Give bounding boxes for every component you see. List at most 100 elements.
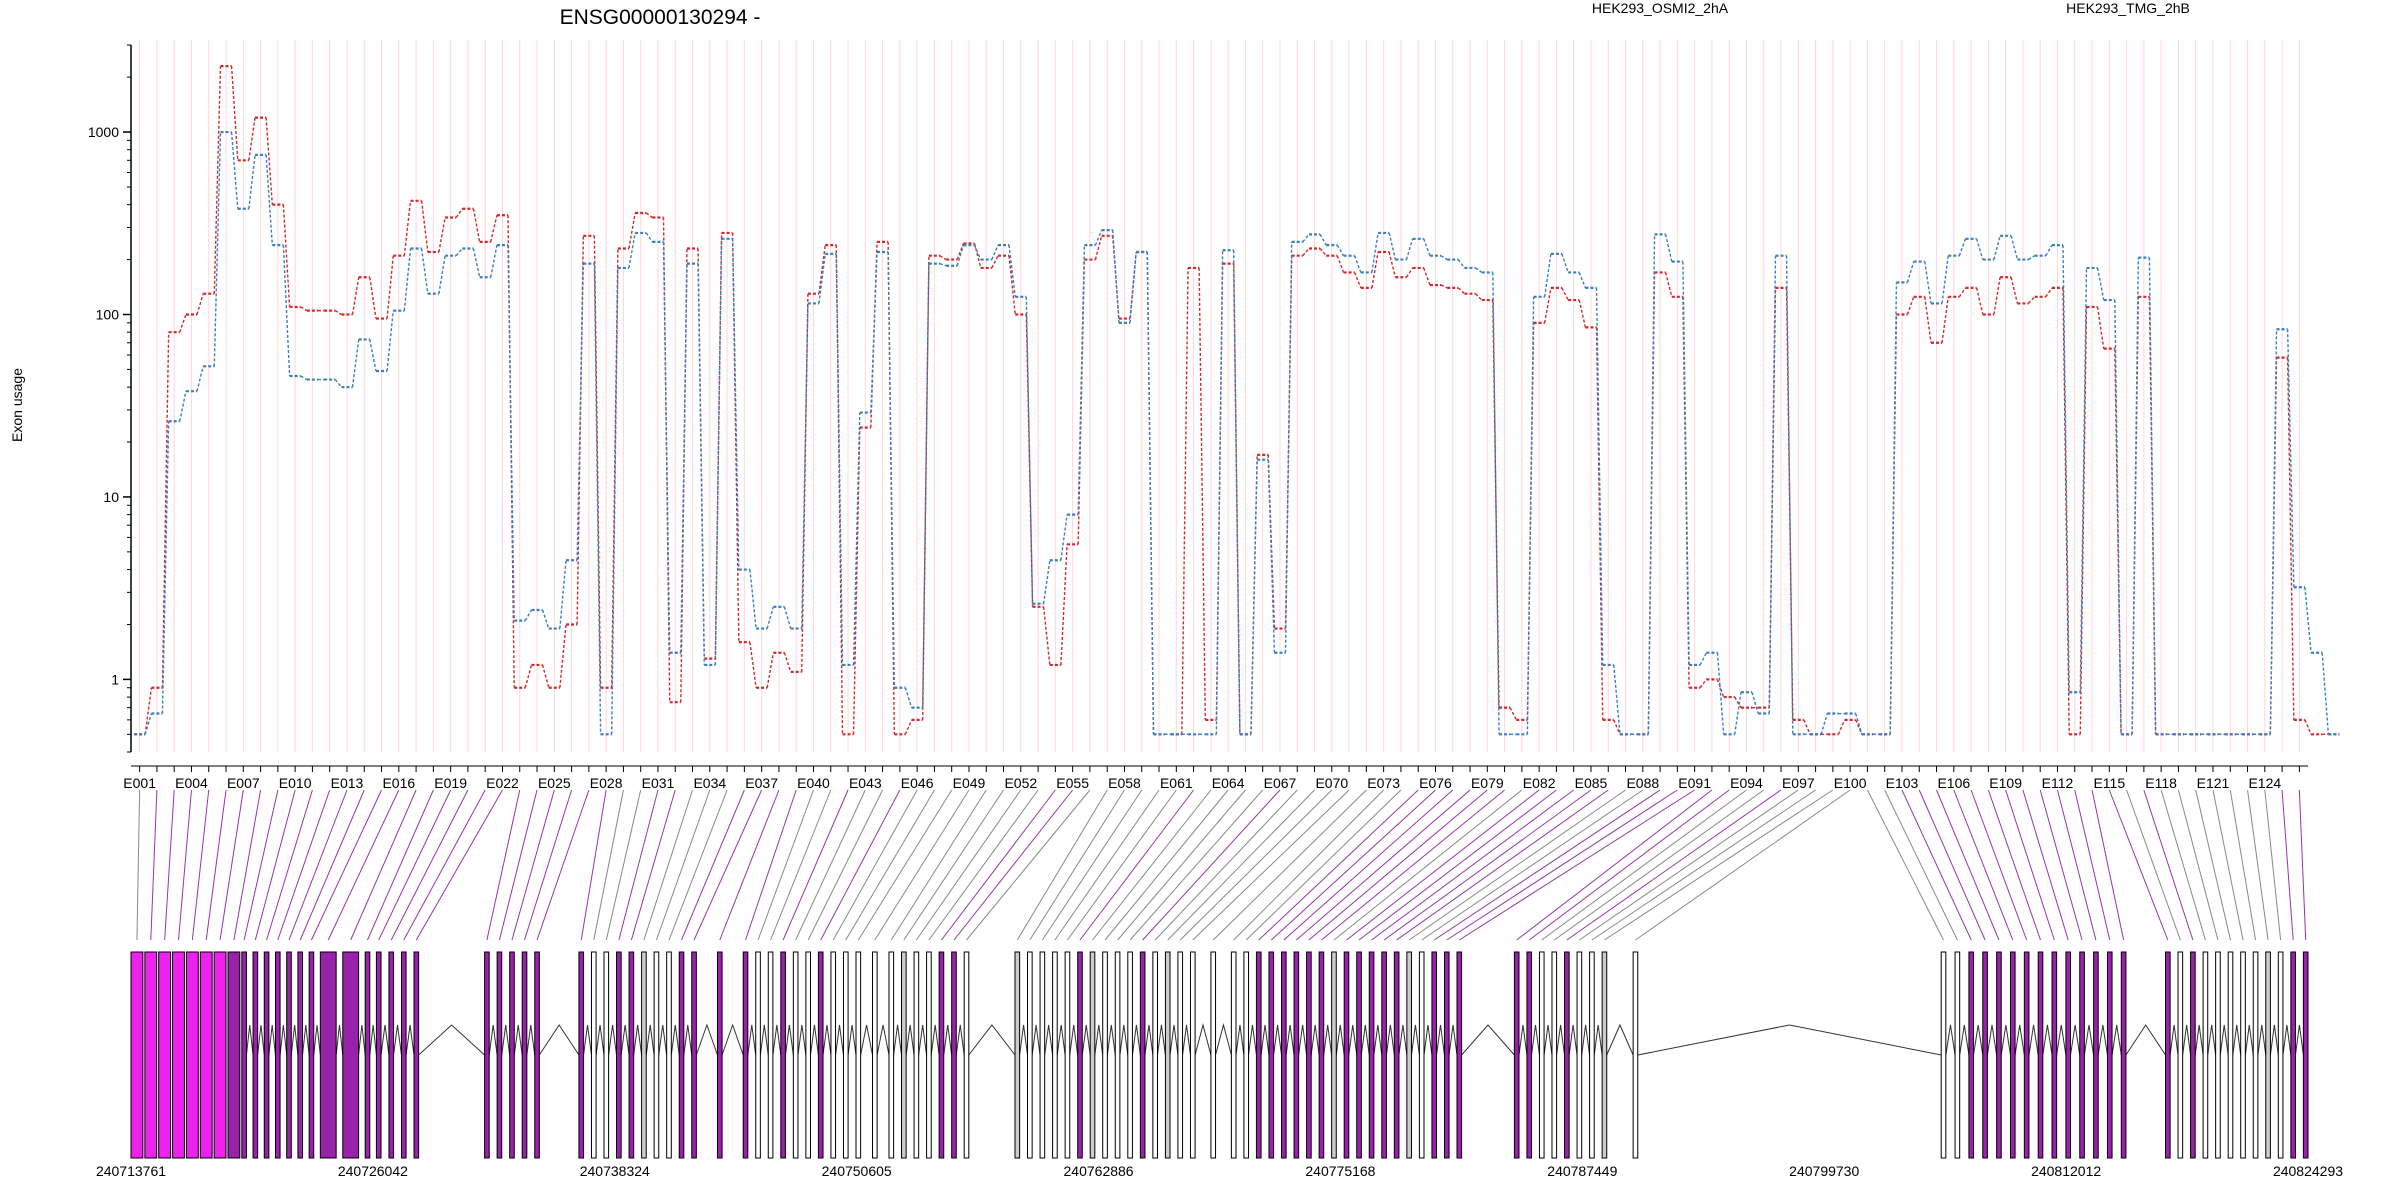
intron-line [2125,1024,2166,1056]
series-segment [2062,287,2070,735]
exon-block [496,951,503,1159]
x-tick-label: E094 [1730,775,1763,791]
series-segment [1941,255,1949,304]
intron-line [1235,1024,1245,1056]
genomic-tick-label: 240799730 [1789,1163,1859,1179]
series-segment [300,375,308,381]
x-tick-label: E043 [849,775,882,791]
exon-connector [915,789,1022,941]
intron-line [302,1024,310,1056]
series-segment [334,310,342,316]
series-segment [1993,277,2001,315]
series-segment [1716,679,1725,698]
exon-connector [1233,789,1384,941]
intron-line [405,1024,415,1056]
exon-block [252,951,259,1159]
exon-connector [1245,789,1402,941]
exon-connector [2091,789,2125,941]
exon-connector [524,789,573,941]
exon-connector [164,789,175,941]
series-segment [472,208,481,243]
x-tick-label: E031 [642,775,675,791]
series-segment [248,117,256,161]
series-segment [956,243,965,260]
x-tick-label: E115 [2093,775,2125,791]
intron-line [1081,1024,1091,1056]
x-tick-label: E088 [1626,775,1659,791]
exon-connector [2281,789,2294,941]
series-segment [1492,272,1500,735]
series-segment [904,687,913,708]
genomic-tick-label: 240775168 [1305,1163,1375,1179]
exon-block [755,951,761,1159]
series-segment [420,200,429,253]
exon-block [2165,951,2171,1159]
series-segment [1232,250,1241,735]
series-segment [1405,238,1414,260]
y-axis-label: Exon usage [9,368,25,442]
exon-block [1318,951,1325,1159]
series-segment [1371,251,1379,288]
exon-connector [795,789,866,941]
exon-block [871,951,878,1159]
exon-block [1368,951,1375,1159]
exon-block [901,951,907,1159]
exon-connectors [136,789,2307,941]
x-tick-label: E007 [227,775,260,791]
series-segment [731,238,740,570]
series-segment [230,131,239,209]
series-segment [1353,272,1362,289]
series-segment [1578,272,1587,289]
exon-block [2079,951,2085,1159]
exon-connector [1029,789,1125,941]
exon-block [375,951,382,1159]
exon-block [616,951,622,1159]
exon-block [2215,951,2221,1159]
series-segment [939,262,947,267]
intron-line [822,1024,832,1056]
intron-line [1518,1024,1528,1056]
exon-connector [890,789,987,941]
exon-block [2177,951,2184,1159]
exon-connector [1283,789,1454,941]
series-segment [2148,257,2157,735]
series-segment [144,713,153,735]
y-tick-label: 1000 [88,124,119,140]
series-segment [196,366,204,392]
series-segment [1181,267,1189,735]
exon-connector [136,789,141,941]
exon-block [780,951,786,1159]
exon-block [1456,951,1463,1159]
y-tick-label: 10 [103,489,119,505]
exon-connector [2298,789,2307,941]
exon-connector [277,789,331,941]
exon-block [1393,951,1400,1159]
x-tick-label: E106 [1937,775,1970,791]
exon-block [963,951,970,1159]
series-segment [904,719,913,735]
series-segment [939,255,947,261]
exon-connector [719,789,780,941]
intron-line [2014,1024,2025,1056]
exon-connector [782,789,849,941]
x-tick-label: E022 [486,775,519,791]
x-tick-label: E070 [1315,775,1348,791]
series-segment [420,248,429,294]
intron-line [955,1024,965,1056]
exon-connector [1459,789,1695,941]
exon-connector [630,789,676,941]
exon-connector [845,789,935,941]
series-segment [1025,314,1034,607]
exon-block [364,951,371,1159]
series-segment [593,263,602,735]
series-segment [1595,327,1604,720]
exon-block [2202,951,2209,1159]
series-segment [1699,678,1707,689]
exon-connector [299,789,365,941]
intron-line [876,1024,890,1056]
exon-connector [2177,789,2219,941]
series-segment [956,244,965,266]
intron-line [1260,1024,1270,1056]
series-segment [248,154,256,209]
